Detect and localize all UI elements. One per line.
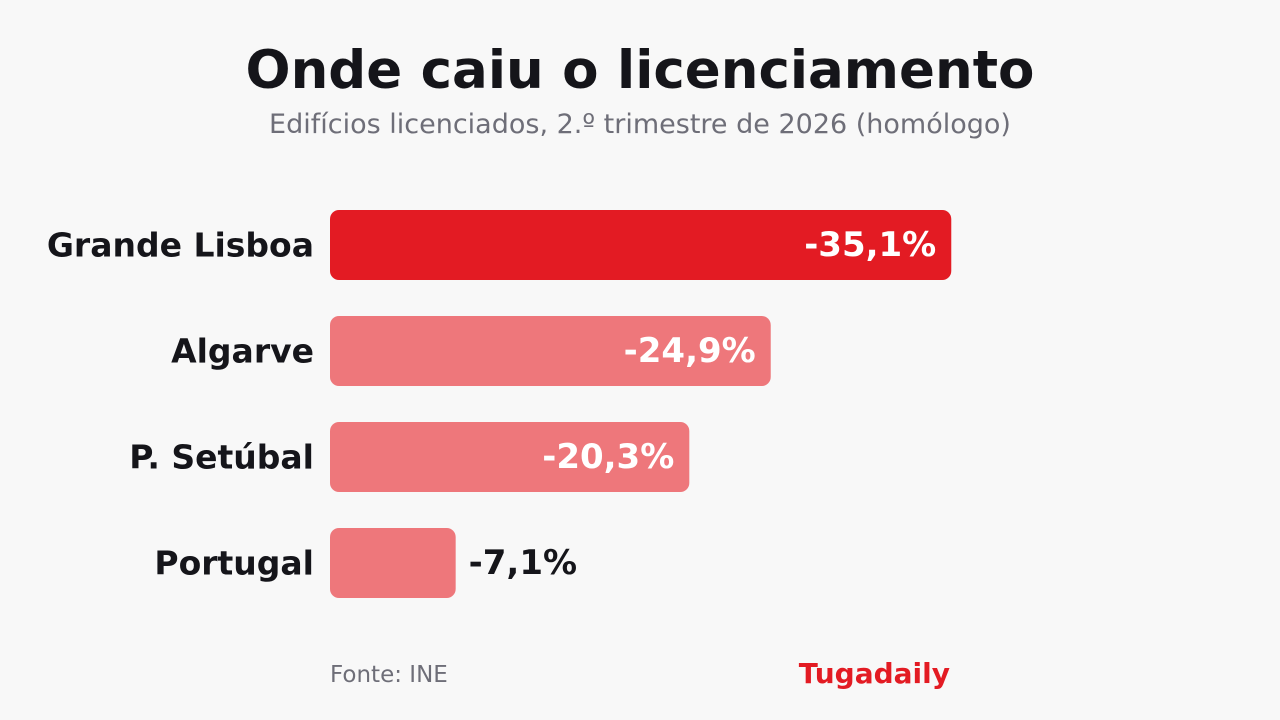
source-note: Fonte: INE xyxy=(330,662,448,688)
category-label-portugal: Portugal xyxy=(154,544,314,583)
category-label-p-set-bal: P. Setúbal xyxy=(129,438,314,477)
bar-algarve xyxy=(330,316,771,386)
value-label-algarve: -24,9% xyxy=(624,331,756,371)
bar-grande-lisboa xyxy=(330,210,952,280)
value-label-portugal: -7,1% xyxy=(469,543,577,583)
category-label-grande-lisboa: Grande Lisboa xyxy=(47,226,314,265)
bar-p-set-bal xyxy=(330,422,690,492)
brand-logo: Tugadaily xyxy=(798,657,950,690)
bars-group: Grande Lisboa -35,1% Algarve -24,9% P. Setúb… xyxy=(47,210,952,598)
chart-subtitle: Edifícios licenciados, 2.º trimestre de … xyxy=(269,109,1011,140)
chart-title: Onde caiu o licenciamento xyxy=(245,40,1035,101)
value-label-grande-lisboa: -35,1% xyxy=(804,225,936,265)
value-label-p-set-bal: -20,3% xyxy=(542,437,674,477)
bar-portugal xyxy=(330,528,456,598)
category-label-algarve: Algarve xyxy=(171,332,314,371)
